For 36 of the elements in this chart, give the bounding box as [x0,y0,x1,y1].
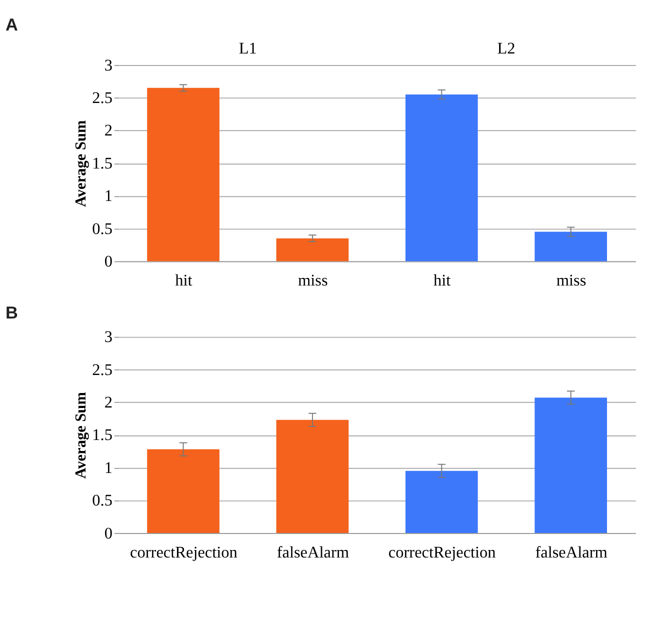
bar [534,232,608,262]
x-tick-label: hit [175,272,193,290]
text: L2 [497,40,516,58]
chart-title: B [6,302,18,323]
text: L1 [238,40,257,58]
bar [276,420,349,534]
y-axis-title: Average Sum [72,120,90,208]
y-tick-label: 2 [104,393,112,412]
y-tick-label: 0 [104,524,112,542]
x-tick-label: miss [298,272,328,290]
y-tick-label: 3 [104,56,112,74]
x-tick-label: hit [434,272,452,290]
y-tick-label: 1 [104,458,112,477]
y-tick-label: 2 [104,122,112,140]
x-tick-label: correctRejection [130,543,238,562]
bar [276,238,349,262]
x-tick-label: miss [556,272,586,290]
bar [405,94,478,262]
bar [534,398,608,534]
y-tick-label: 2.5 [92,89,112,108]
y-tick-label: 3 [104,328,112,346]
y-tick-label: 0 [104,252,112,270]
y-tick-label: 1.5 [92,426,112,444]
chart-title: A [6,14,18,35]
x-tick-label: correctRejection [388,543,496,562]
x-tick-label: falseAlarm [276,543,350,562]
x-tick-label: falseAlarm [535,543,608,562]
bar [147,88,220,262]
y-tick-label: 2.5 [92,360,112,379]
y-tick-label: 1.5 [92,154,112,172]
y-tick-label: 0.5 [92,492,112,510]
bar [147,449,220,534]
y-tick-label: 1 [104,187,112,206]
y-axis-title: Average Sum [72,392,90,479]
bar [405,470,478,534]
y-tick-label: 0.5 [92,220,112,238]
